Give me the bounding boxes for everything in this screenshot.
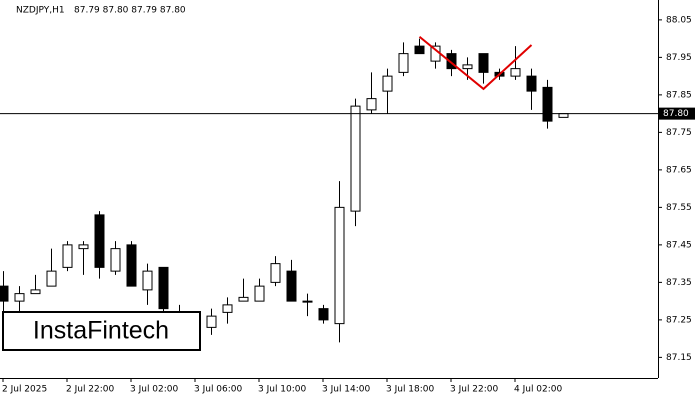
y-tick-label: 87.75: [666, 128, 692, 138]
candle-body: [14, 293, 25, 302]
candle-body: [238, 296, 249, 302]
candle-body: [446, 53, 457, 70]
candle-body: [30, 289, 41, 295]
candle-body: [46, 270, 57, 287]
y-tick-label: 87.85: [666, 90, 692, 100]
candle-body: [142, 270, 153, 291]
candle-body: [270, 263, 281, 283]
candle-body: [382, 75, 393, 92]
candle-body: [126, 244, 137, 287]
candle-body: [302, 300, 313, 303]
x-tick-label: 4 Jul 02:00: [514, 385, 563, 395]
candle-body: [158, 266, 169, 310]
candle-body: [510, 68, 521, 77]
y-tick-label: 87.65: [666, 165, 692, 175]
watermark-box: [2, 311, 201, 351]
y-tick-label: 87.55: [666, 203, 692, 213]
candle-body: [254, 285, 265, 302]
candle-body: [462, 64, 473, 70]
candle-body: [526, 75, 537, 92]
y-tick-label: 87.25: [666, 315, 692, 325]
candle-body: [414, 45, 425, 55]
x-tick-label: 3 Jul 10:00: [258, 385, 307, 395]
x-tick-label: 3 Jul 14:00: [322, 385, 371, 395]
candle-body: [350, 105, 361, 212]
candle-body: [110, 248, 121, 272]
y-tick-label: 87.45: [666, 240, 692, 250]
candle-body: [334, 206, 345, 325]
price-label: 87.80: [663, 109, 689, 119]
candle-body: [206, 315, 217, 328]
y-tick-label: 88.05: [666, 15, 692, 25]
candle-body: [62, 244, 73, 268]
price-label-bg: [659, 107, 695, 120]
y-tick-label: 87.15: [666, 353, 692, 363]
x-tick-label: 3 Jul 18:00: [386, 385, 435, 395]
x-tick-label: 3 Jul 06:00: [194, 385, 243, 395]
plot: 88.05 87.95 87.85 87.75 87.65 87.55 87.45 87.35…: [0, 15, 695, 395]
candle-body: [318, 308, 329, 321]
header-prices: 87.79 87.80 87.79 87.80: [74, 6, 186, 16]
candle-body: [222, 304, 233, 313]
x-tick-label: 2 Jul 2025: [2, 385, 47, 395]
candle-body: [558, 113, 569, 118]
candle-body: [366, 98, 377, 111]
candle-body: [78, 244, 89, 250]
y-tick-label: 87.35: [666, 278, 692, 288]
candle-body: [542, 86, 553, 122]
x-tick-label: 2 Jul 22:00: [66, 385, 115, 395]
watermark: InstaFintech: [33, 317, 169, 345]
candle-body: [478, 53, 489, 73]
pattern-line: [418, 35, 533, 91]
symbol: NZDJPY,H1: [16, 6, 65, 16]
x-tick-label: 3 Jul 02:00: [130, 385, 179, 395]
candle-body: [94, 214, 105, 268]
candle-body: [398, 53, 409, 73]
candle-body: [0, 285, 9, 302]
y-tick-label: 87.95: [666, 53, 692, 63]
candle-body: [286, 270, 297, 302]
x-tick-label: 3 Jul 22:00: [450, 385, 499, 395]
